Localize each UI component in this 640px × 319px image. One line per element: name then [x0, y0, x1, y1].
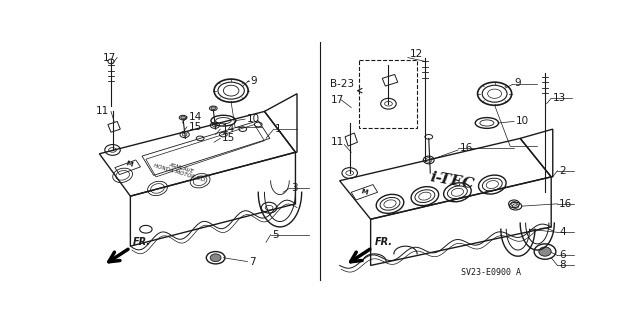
Text: 15: 15 — [189, 122, 202, 132]
Text: 7: 7 — [249, 256, 255, 267]
Text: 17: 17 — [330, 95, 344, 105]
Text: 12: 12 — [410, 49, 422, 59]
Text: 8: 8 — [559, 260, 566, 271]
Text: 15: 15 — [222, 133, 235, 143]
Text: 14: 14 — [222, 124, 235, 134]
Text: 4: 4 — [559, 227, 566, 237]
Text: 14: 14 — [189, 112, 202, 122]
Text: 3: 3 — [291, 183, 298, 193]
Text: 2: 2 — [559, 166, 566, 176]
Text: 6: 6 — [559, 250, 566, 260]
Text: 16: 16 — [460, 143, 473, 152]
Ellipse shape — [210, 254, 221, 262]
Text: 10: 10 — [246, 114, 260, 124]
Text: FR.: FR. — [374, 237, 392, 247]
Ellipse shape — [539, 247, 551, 256]
Text: 13: 13 — [553, 93, 566, 103]
Text: i-TEC: i-TEC — [429, 170, 476, 191]
Ellipse shape — [211, 107, 216, 110]
Text: SV23-E0900 A: SV23-E0900 A — [461, 268, 521, 277]
Text: 10: 10 — [516, 116, 529, 126]
Text: 5: 5 — [272, 230, 279, 240]
Text: FR.: FR. — [132, 237, 150, 247]
Text: 11: 11 — [330, 137, 344, 147]
Text: B-23: B-23 — [330, 79, 355, 90]
Ellipse shape — [180, 116, 186, 119]
Text: M: M — [125, 160, 133, 167]
Text: 1: 1 — [275, 124, 282, 134]
Text: 9: 9 — [514, 78, 520, 88]
Text: 11: 11 — [95, 107, 109, 116]
Text: 16: 16 — [559, 199, 572, 209]
Text: 9: 9 — [250, 76, 257, 85]
Text: ASMLAVE
HONDA MOTOR CO.: ASMLAVE HONDA MOTOR CO. — [153, 158, 209, 183]
Bar — [359, 60, 417, 128]
Text: M: M — [360, 189, 369, 196]
Text: 17: 17 — [103, 53, 116, 63]
